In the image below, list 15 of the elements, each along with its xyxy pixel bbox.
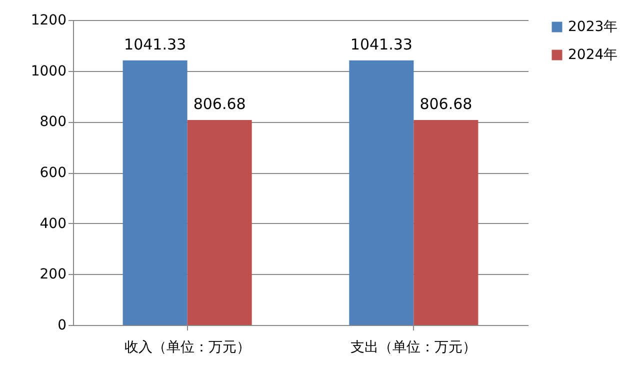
data-label: 1041.33 bbox=[350, 35, 412, 54]
y-tick-label: 600 bbox=[40, 165, 66, 181]
y-tick-label: 0 bbox=[58, 318, 66, 334]
x-tick-label: 支出（单位：万元） bbox=[350, 340, 477, 356]
y-tick-label: 400 bbox=[40, 216, 66, 232]
y-tick-label: 1000 bbox=[30, 63, 66, 80]
y-tick-label: 200 bbox=[40, 266, 66, 283]
data-label: 806.68 bbox=[193, 94, 246, 113]
data-label: 1041.33 bbox=[124, 35, 186, 54]
y-tick-label: 800 bbox=[40, 114, 66, 130]
y-tick-label: 1200 bbox=[30, 12, 66, 28]
x-tick-label: 收入（单位：万元） bbox=[124, 340, 250, 356]
legend-label: 2024年 bbox=[568, 47, 618, 63]
data-label: 806.68 bbox=[420, 94, 472, 113]
legend-label: 2023年 bbox=[568, 19, 618, 35]
